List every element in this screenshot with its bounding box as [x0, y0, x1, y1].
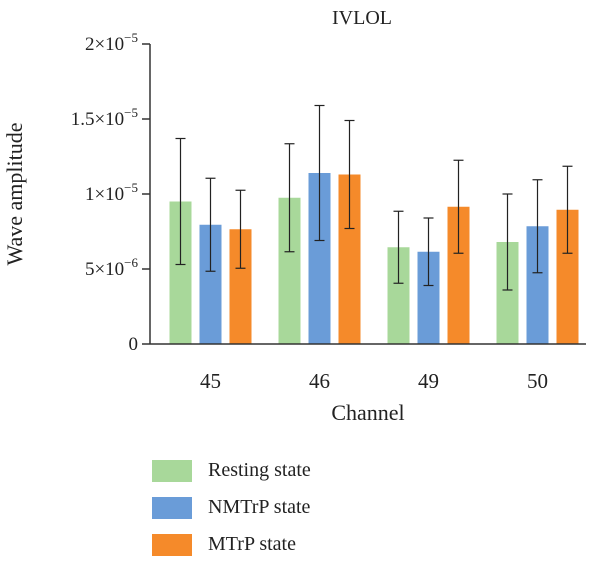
legend-swatch [152, 459, 192, 482]
legend-item: Resting state [152, 452, 311, 489]
y-tick-label: 1.5×10−5 [71, 105, 138, 130]
legend-label: NMTrP state [208, 496, 311, 518]
legend-label: Resting state [208, 459, 311, 481]
y-tick-label: 5×10−6 [85, 255, 139, 280]
x-tick-label: 46 [309, 369, 330, 393]
bar-mtrp-state-49 [447, 206, 470, 344]
bar-nmtrp-state-49 [417, 251, 440, 344]
bar-resting-state-50 [496, 242, 519, 344]
legend: Resting state NMTrP state MTrP state [152, 452, 311, 563]
legend-item: NMTrP state [152, 489, 311, 526]
y-tick-label: 1×10−5 [85, 180, 138, 205]
bar-nmtrp-state-45 [199, 224, 222, 344]
x-tick-label: 50 [527, 369, 548, 393]
x-axis-label: Channel [331, 400, 404, 425]
bar-mtrp-state-46 [338, 174, 361, 344]
bar-resting-state-45 [169, 201, 192, 344]
bars-group [169, 104, 579, 344]
chart-title: IVLOL [332, 7, 392, 29]
bar-nmtrp-state-50 [526, 226, 549, 344]
legend-swatch [152, 496, 192, 519]
bar-chart: IVLOL 0 5×10−6 1×10−5 1.5×10−5 2×10−5 45 46 49… [2, 7, 586, 425]
bar-mtrp-state-50 [556, 209, 579, 344]
bar-mtrp-state-45 [229, 229, 252, 344]
legend-item: MTrP state [152, 526, 311, 563]
y-axis: 0 5×10−6 1×10−5 1.5×10−5 2×10−5 [71, 30, 150, 355]
x-tick-label: 49 [418, 369, 439, 393]
legend-label: MTrP state [208, 533, 296, 555]
y-tick-label: 0 [129, 334, 139, 355]
y-tick-label: 2×10−5 [85, 30, 138, 55]
x-axis: 45 46 49 50 [200, 369, 548, 393]
legend-swatch [152, 533, 192, 556]
x-tick-label: 45 [200, 369, 221, 393]
bar-nmtrp-state-46 [308, 173, 331, 344]
y-axis-label: Wave amplitude [2, 122, 27, 265]
bar-resting-state-49 [387, 247, 410, 344]
bar-resting-state-46 [278, 197, 301, 344]
